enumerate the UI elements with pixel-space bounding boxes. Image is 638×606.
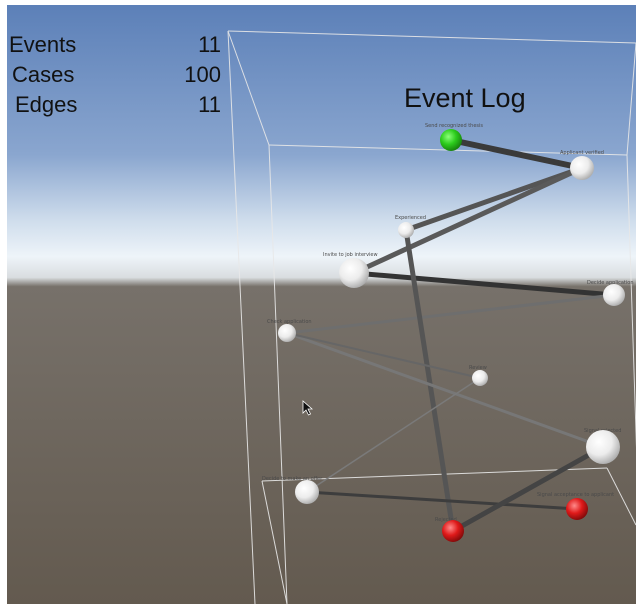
node-label: Applicant verified [560, 150, 604, 156]
edges-value: 11 [198, 92, 221, 117]
node-sphere[interactable] [603, 284, 625, 306]
node-label: Experienced [395, 215, 426, 221]
edge [286, 332, 481, 379]
3d-viewport[interactable]: Send recognized thesis Applicant verifie… [7, 5, 636, 604]
node-label: Rejected [435, 517, 457, 523]
edge [351, 165, 585, 276]
node-sphere[interactable] [295, 480, 319, 504]
node-label: Check application [267, 319, 312, 325]
edge [403, 227, 456, 534]
events-value: 11 [198, 32, 221, 57]
node-sphere-start[interactable] [440, 129, 462, 151]
event-log-title: Event Log [404, 83, 526, 113]
node-label: Decide to make an offer [262, 476, 323, 482]
node-label: Review [469, 365, 487, 371]
edge [450, 444, 606, 534]
node-sphere[interactable] [278, 324, 296, 342]
nodes[interactable] [278, 129, 625, 542]
edge [403, 165, 585, 233]
scene-canvas[interactable]: Send recognized thesis Applicant verifie… [7, 5, 636, 604]
node-sphere-end[interactable] [442, 520, 464, 542]
edges [285, 137, 617, 534]
cases-value: 100 [184, 62, 221, 87]
node-label: Invite to job interview [323, 252, 378, 258]
node-sphere[interactable] [472, 370, 488, 386]
edge [306, 377, 481, 493]
node-label: Signal acceptance to applicant [537, 492, 614, 498]
edge [305, 490, 579, 511]
edge [351, 270, 617, 298]
edge [285, 331, 605, 449]
mouse-cursor-icon [302, 400, 314, 416]
cases-label: Cases [12, 62, 75, 87]
node-sphere[interactable] [570, 156, 594, 180]
node-sphere-end[interactable] [566, 498, 588, 520]
events-label: Events [9, 32, 77, 57]
edges-label: Edges [15, 92, 78, 117]
edge [285, 293, 616, 335]
node-sphere[interactable] [339, 258, 369, 288]
node-label: Send recognized thesis [425, 123, 483, 129]
node-sphere[interactable] [398, 222, 414, 238]
bounding-box [227, 30, 636, 604]
node-sphere[interactable] [586, 430, 620, 464]
node-label: Decide application [587, 280, 633, 286]
edge [448, 137, 585, 171]
